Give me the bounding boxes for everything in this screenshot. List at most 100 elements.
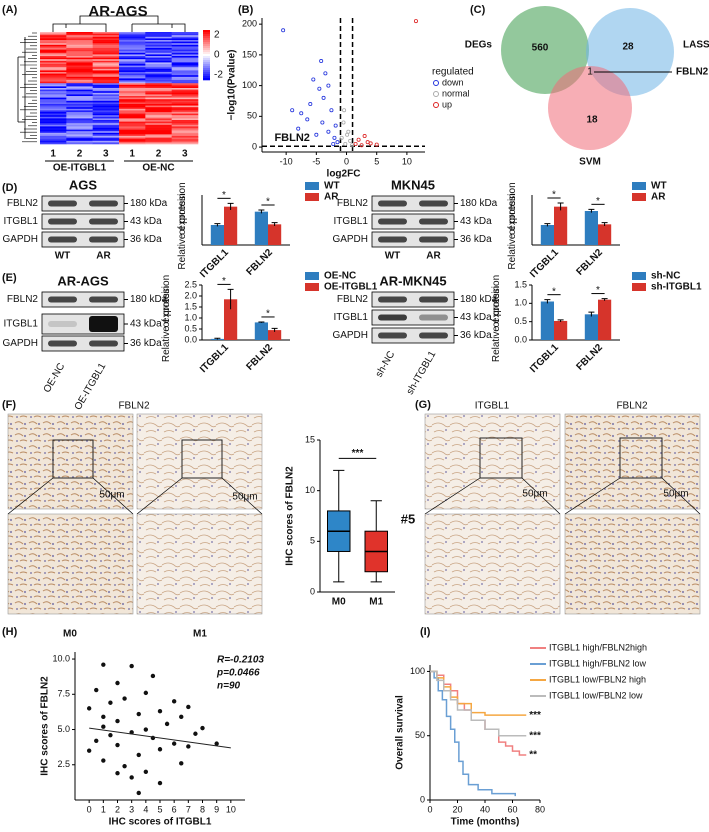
size-label: 180 kDa bbox=[460, 198, 498, 209]
point bbox=[186, 744, 191, 749]
panel-label: (H) bbox=[2, 626, 18, 638]
colorbar bbox=[203, 66, 210, 69]
heatmap-cell bbox=[40, 36, 67, 39]
heatmap-cell bbox=[171, 124, 199, 127]
heatmap-cell bbox=[92, 83, 120, 86]
y-tick-label: 1.0 bbox=[514, 298, 527, 308]
point bbox=[86, 748, 92, 753]
heatmap-cell bbox=[145, 86, 172, 89]
point bbox=[136, 790, 141, 796]
x-tick-label: 0 bbox=[427, 804, 432, 814]
point bbox=[108, 700, 113, 705]
point bbox=[359, 143, 364, 148]
heatmap-cell bbox=[145, 54, 172, 57]
heatmap-cell bbox=[40, 89, 67, 92]
heatmap-cell bbox=[171, 70, 199, 73]
heatmap-cell bbox=[40, 67, 67, 70]
heatmap-cell bbox=[40, 107, 67, 110]
heatmap-cell bbox=[145, 57, 172, 60]
legend-swatch bbox=[305, 283, 319, 291]
bar bbox=[554, 320, 568, 340]
heatmap-cell bbox=[40, 51, 67, 54]
heatmap-cell bbox=[171, 113, 199, 116]
heatmap-cell bbox=[92, 36, 120, 39]
heatmap-cell bbox=[145, 102, 172, 105]
heatmap-cell bbox=[92, 110, 120, 113]
heatmap-cell bbox=[40, 41, 67, 44]
heatmap-cell bbox=[92, 52, 120, 55]
heatmap-cell bbox=[66, 81, 93, 84]
heatmap-cell bbox=[119, 137, 146, 140]
heatmap-cell bbox=[171, 108, 199, 111]
heatmap-cell bbox=[40, 126, 67, 129]
point bbox=[94, 738, 99, 743]
heatmap-cell bbox=[66, 41, 93, 44]
heatmap-cell bbox=[66, 75, 93, 78]
legend-label: sh-NC bbox=[651, 271, 680, 282]
lane-label: WT bbox=[385, 251, 401, 262]
heatmap-cell bbox=[92, 100, 120, 103]
y-tick-label: 100 bbox=[242, 80, 257, 90]
heatmap-cell bbox=[145, 100, 172, 103]
colorbar bbox=[203, 76, 210, 79]
heatmap-cell bbox=[119, 110, 146, 113]
heatmap-cell bbox=[66, 121, 93, 124]
heatmap-cell bbox=[171, 81, 199, 84]
point bbox=[353, 142, 358, 147]
heatmap-cell bbox=[92, 102, 120, 105]
heatmap-cell bbox=[171, 62, 199, 65]
protein-label: GAPDH bbox=[332, 330, 368, 341]
blot-band bbox=[89, 200, 118, 207]
y-tick-label: 10.0 bbox=[52, 653, 70, 663]
blot-band bbox=[419, 218, 448, 225]
heatmap-cell bbox=[66, 59, 93, 62]
y-tick-label: 0.5 bbox=[514, 316, 527, 326]
legend-label: ITGBL1 low/FBLN2 high bbox=[549, 674, 646, 684]
heatmap-cell bbox=[66, 100, 93, 103]
venn-count: 18 bbox=[586, 115, 598, 126]
protein-label: ITGBL1 bbox=[334, 312, 369, 323]
heatmap-cell bbox=[171, 41, 199, 44]
heatmap-cell bbox=[92, 107, 120, 110]
heatmap-cell bbox=[40, 132, 67, 135]
protein-label: ITGBL1 bbox=[4, 216, 39, 227]
heatmap-cell bbox=[92, 57, 120, 60]
column-label: 1 bbox=[129, 149, 135, 160]
heatmap-cell bbox=[66, 68, 93, 71]
heatmap-cell bbox=[119, 140, 146, 143]
x-tick-label: ITGBL1 bbox=[198, 342, 231, 375]
heatmap-cell bbox=[145, 40, 172, 42]
heatmap-cell bbox=[66, 104, 93, 106]
heatmap-cell bbox=[119, 59, 146, 62]
point bbox=[164, 721, 170, 727]
point bbox=[143, 727, 149, 732]
error-bar bbox=[214, 337, 221, 340]
blot-band bbox=[378, 236, 407, 243]
heatmap-cell bbox=[145, 129, 172, 132]
annotation: R=-0.2103 bbox=[217, 655, 264, 666]
point bbox=[305, 117, 310, 122]
heatmap-cell bbox=[171, 128, 199, 130]
heatmap-cell bbox=[92, 123, 120, 126]
y-tick-label: 0 bbox=[310, 586, 315, 596]
group-label: M0 bbox=[63, 629, 77, 640]
heatmap-cell bbox=[40, 92, 67, 95]
error-bar bbox=[227, 202, 234, 210]
heatmap-cell bbox=[92, 78, 120, 81]
heatmap-cell bbox=[66, 105, 93, 108]
heatmap-cell bbox=[119, 56, 146, 58]
heatmap-cell bbox=[171, 48, 199, 50]
heatmap-cell bbox=[145, 32, 172, 34]
size-label: 180 kDa bbox=[460, 294, 498, 305]
x-tick-label: FBLN2 bbox=[574, 342, 605, 373]
point bbox=[157, 709, 163, 714]
point bbox=[129, 775, 134, 780]
x-axis-label: log2FC bbox=[327, 169, 361, 180]
heatmap-cell bbox=[66, 46, 93, 49]
blot-band bbox=[48, 200, 77, 207]
heatmap-cell bbox=[66, 92, 93, 95]
heatmap-cell bbox=[40, 49, 67, 52]
error-bar bbox=[588, 208, 595, 213]
heatmap-cell bbox=[66, 48, 93, 50]
blot-band bbox=[48, 296, 77, 303]
